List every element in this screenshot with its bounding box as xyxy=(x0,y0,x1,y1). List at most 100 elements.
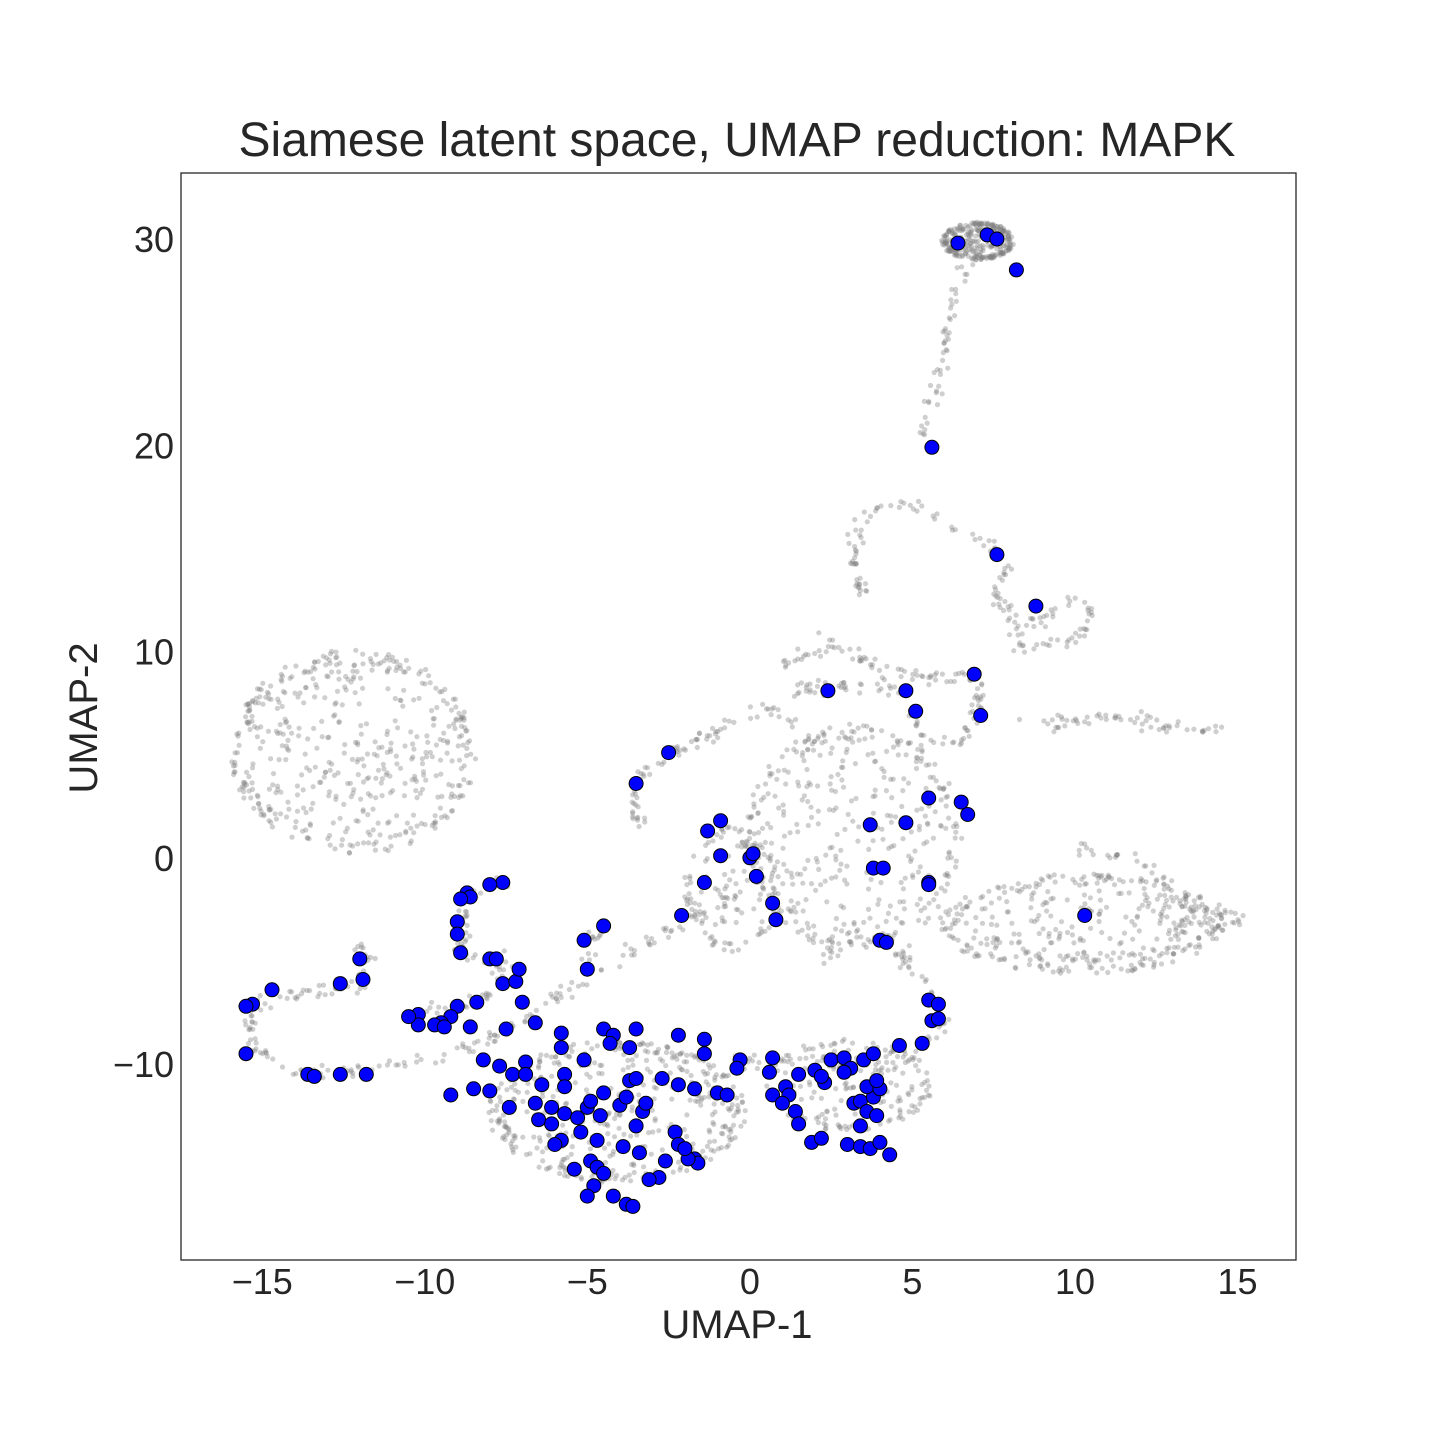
background-point xyxy=(358,731,364,737)
background-point xyxy=(1204,907,1210,913)
background-point xyxy=(1060,873,1066,879)
background-point xyxy=(286,724,292,730)
background-point xyxy=(876,1059,882,1065)
background-point xyxy=(787,908,793,914)
background-point xyxy=(726,1126,732,1133)
background-point xyxy=(659,761,665,768)
background-point xyxy=(799,927,805,933)
background-point xyxy=(1231,920,1237,926)
background-point xyxy=(943,241,949,247)
background-point xyxy=(692,900,698,906)
background-point xyxy=(735,1108,742,1115)
background-point xyxy=(465,740,471,746)
background-point xyxy=(1197,893,1203,900)
background-point xyxy=(342,684,348,690)
background-point xyxy=(341,801,347,808)
background-point xyxy=(326,789,333,795)
background-point xyxy=(1011,648,1017,654)
background-point xyxy=(1001,228,1008,234)
background-point xyxy=(1139,902,1145,908)
background-point xyxy=(993,224,999,230)
background-point xyxy=(694,736,700,743)
background-point xyxy=(838,1126,844,1132)
background-point xyxy=(1048,636,1054,642)
background-point xyxy=(349,978,355,985)
background-point xyxy=(831,645,838,651)
background-point xyxy=(1021,649,1028,655)
background-point xyxy=(413,788,419,794)
background-point xyxy=(1094,880,1100,886)
background-point xyxy=(431,716,437,722)
background-point xyxy=(785,717,791,723)
background-point xyxy=(803,651,809,658)
background-point xyxy=(653,1049,659,1056)
background-point xyxy=(1042,899,1048,906)
background-point xyxy=(946,244,952,250)
background-point xyxy=(1200,729,1206,735)
background-point xyxy=(631,952,637,958)
background-point xyxy=(836,644,842,651)
background-point xyxy=(860,540,866,546)
background-point xyxy=(924,1070,930,1076)
background-point xyxy=(506,1127,512,1133)
background-point xyxy=(1161,874,1167,880)
background-point xyxy=(631,1169,637,1176)
background-point xyxy=(916,827,922,833)
background-point xyxy=(702,1071,708,1077)
background-point xyxy=(901,776,907,782)
background-point xyxy=(244,769,250,775)
background-point xyxy=(236,742,242,748)
background-point xyxy=(511,1096,517,1102)
background-point xyxy=(1042,624,1048,630)
background-point xyxy=(336,719,342,725)
background-point xyxy=(839,729,845,736)
background-point xyxy=(1086,961,1092,967)
background-point xyxy=(402,669,408,675)
background-point xyxy=(956,227,963,234)
background-point xyxy=(1056,725,1062,731)
background-point xyxy=(946,780,952,787)
background-point xyxy=(1015,623,1021,629)
background-point xyxy=(995,225,1001,231)
highlighted-point xyxy=(469,994,485,1010)
background-point xyxy=(1040,877,1046,883)
background-point xyxy=(878,686,884,692)
background-point xyxy=(914,1107,921,1113)
background-point xyxy=(698,889,704,895)
background-point xyxy=(968,246,974,252)
background-point xyxy=(386,819,392,825)
highlighted-point xyxy=(670,1077,686,1093)
background-point xyxy=(899,803,905,810)
background-point xyxy=(941,785,947,791)
background-point xyxy=(739,1099,746,1105)
background-point xyxy=(386,665,392,671)
background-point xyxy=(888,1080,894,1086)
background-point xyxy=(978,256,984,262)
background-point xyxy=(553,1054,559,1060)
background-point xyxy=(290,1071,296,1077)
highlighted-point xyxy=(787,1104,803,1119)
background-point xyxy=(1017,640,1023,646)
background-point xyxy=(995,590,1001,596)
background-point xyxy=(625,1064,631,1070)
highlighted-point xyxy=(839,1137,855,1152)
background-point xyxy=(945,855,951,861)
background-point xyxy=(605,1131,611,1137)
background-point xyxy=(828,750,834,756)
background-point xyxy=(1179,918,1185,925)
background-point xyxy=(909,971,915,977)
background-point xyxy=(955,937,961,943)
background-point xyxy=(805,933,811,939)
background-point xyxy=(365,840,372,846)
background-point xyxy=(1170,951,1176,957)
background-point xyxy=(731,1113,737,1119)
background-point xyxy=(942,338,948,344)
background-point xyxy=(921,841,927,847)
background-point xyxy=(710,739,717,745)
background-point xyxy=(806,1079,813,1085)
background-point xyxy=(332,846,338,852)
background-point xyxy=(957,225,963,231)
background-point xyxy=(957,253,963,260)
background-point xyxy=(958,740,965,746)
background-point xyxy=(1120,950,1126,956)
